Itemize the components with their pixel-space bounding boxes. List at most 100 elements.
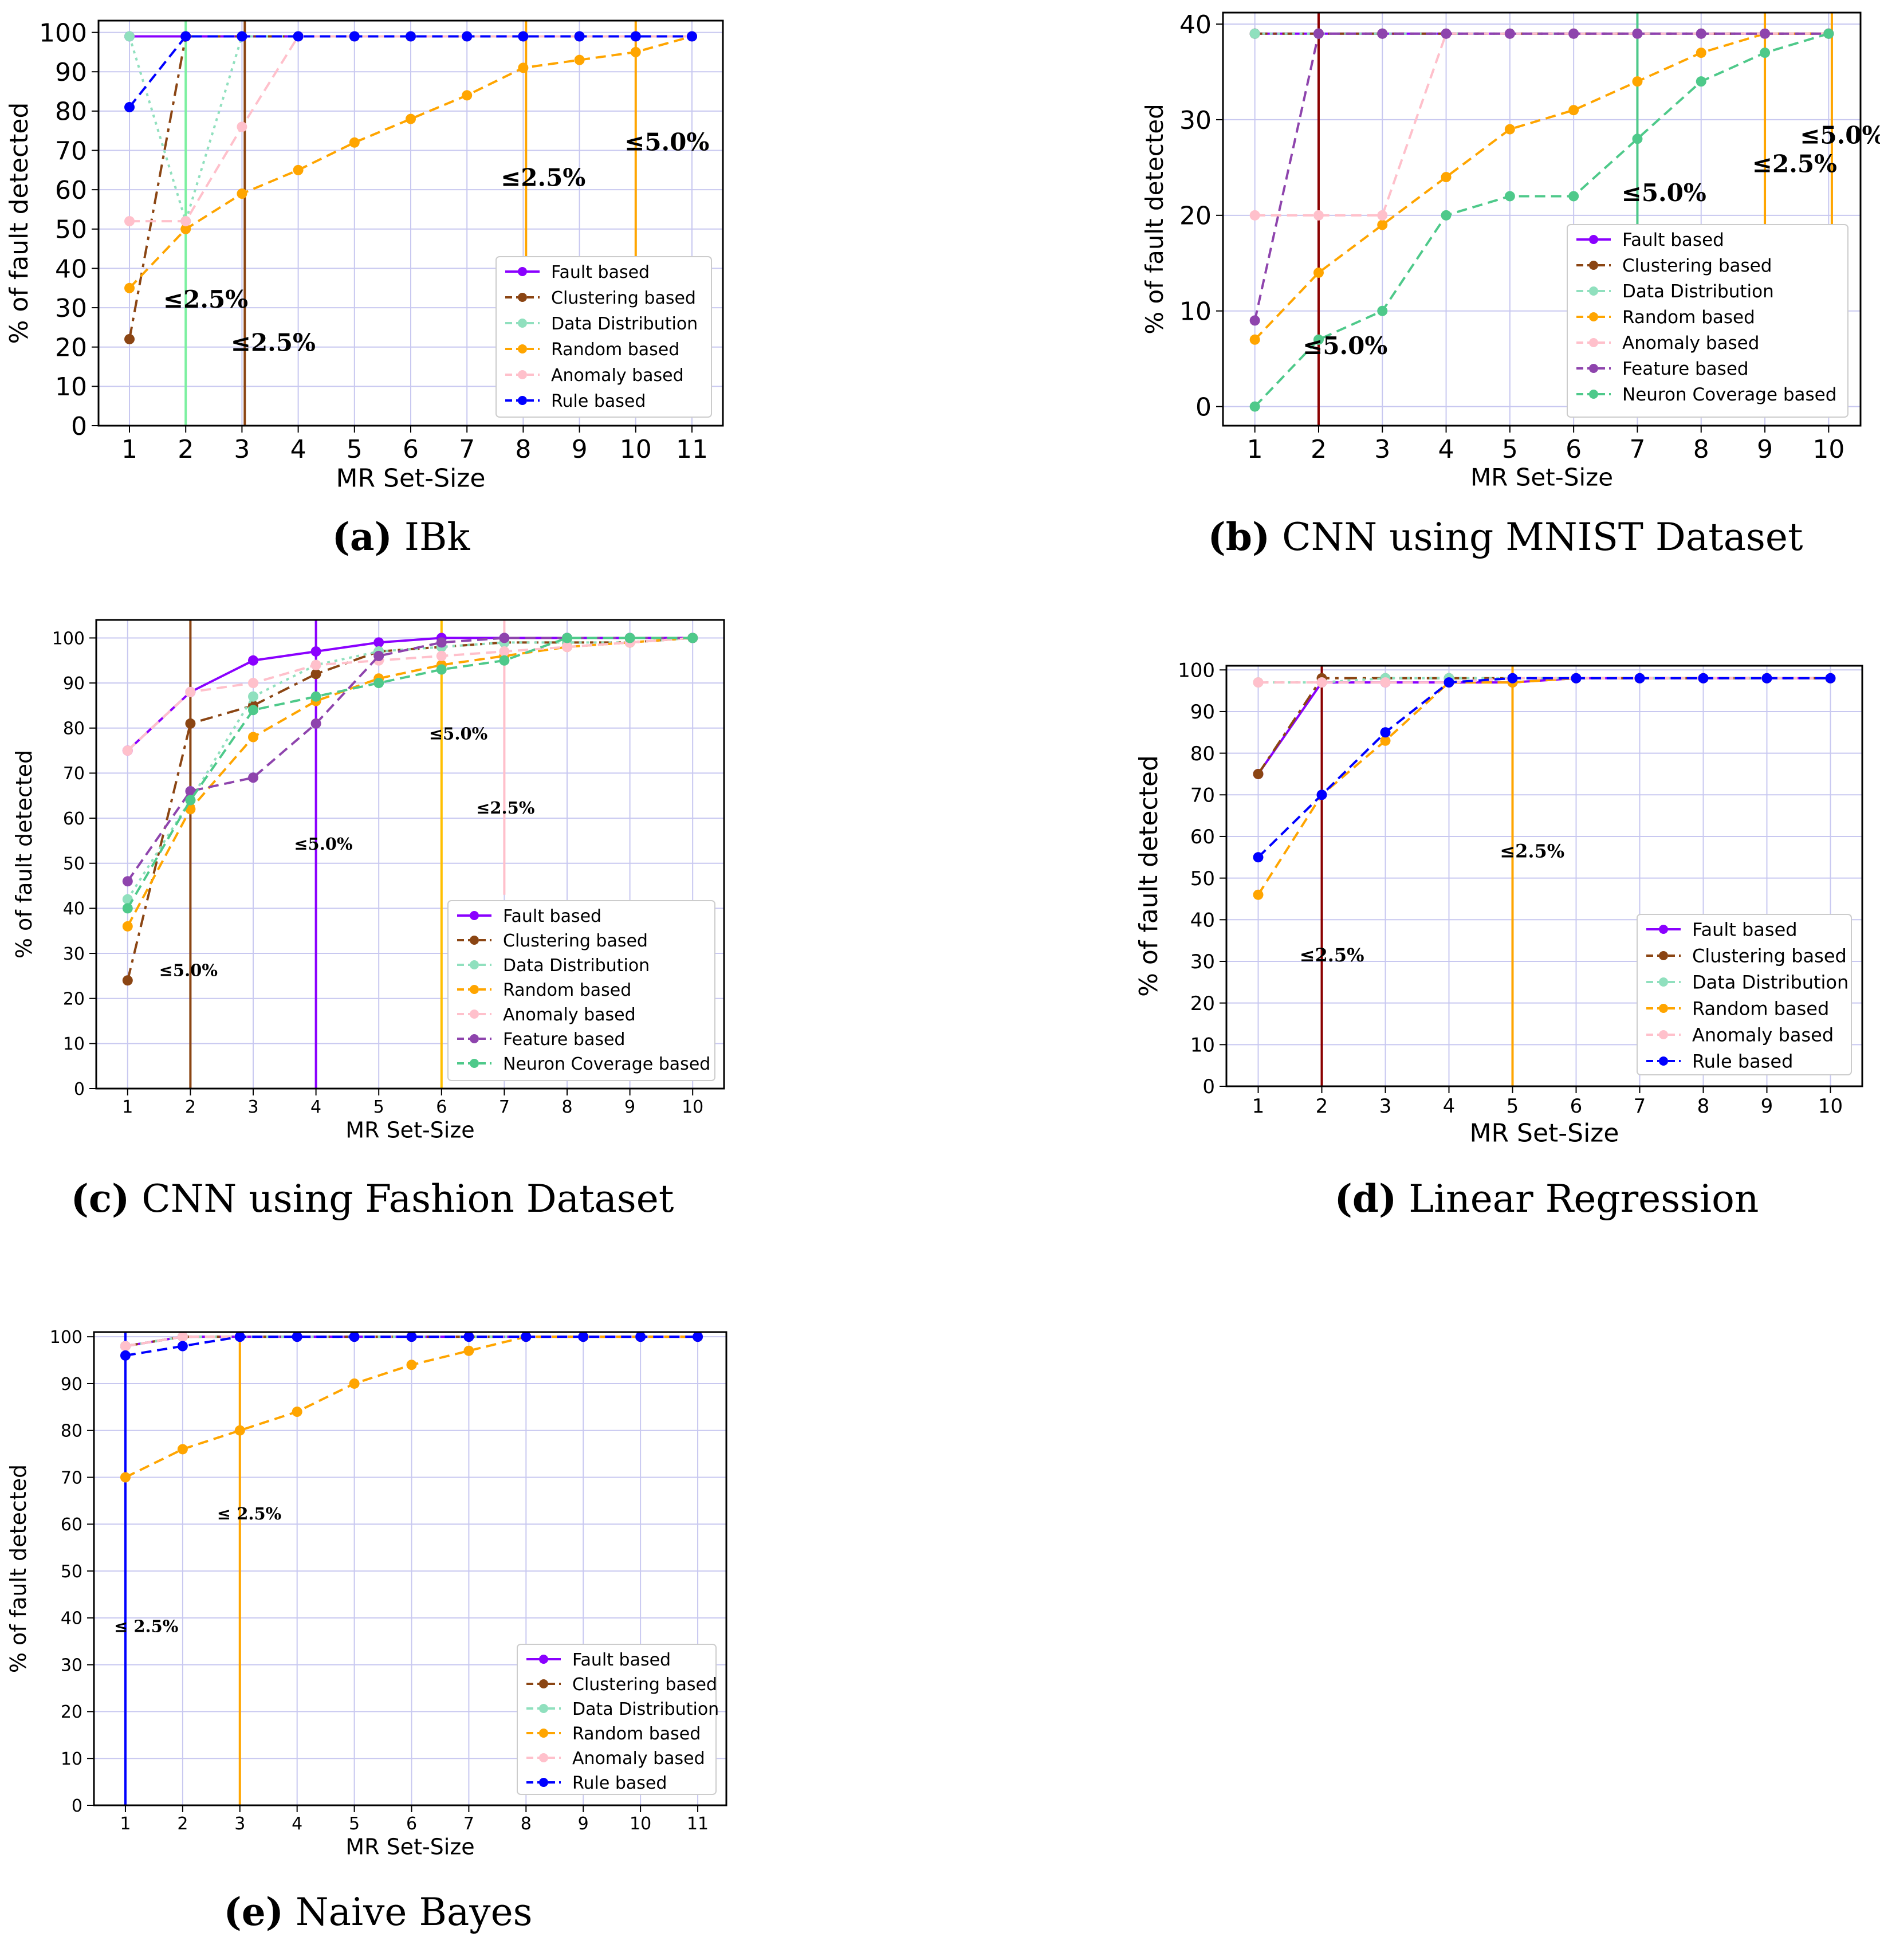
data-point	[1568, 105, 1579, 116]
caption-text: IBk	[392, 515, 471, 559]
series-rule-based	[124, 31, 697, 113]
y-axis-label: % of fault detected	[11, 750, 37, 959]
data-point	[463, 1345, 474, 1356]
data-point	[124, 216, 135, 227]
data-point	[1504, 124, 1515, 135]
legend-swatch-marker	[518, 396, 527, 405]
series-line	[127, 637, 693, 752]
data-point	[310, 646, 321, 657]
data-point	[693, 1331, 703, 1342]
legend: Fault based Clustering based Data Distribu…	[447, 900, 715, 1081]
data-point	[124, 31, 135, 42]
series-line	[127, 637, 693, 909]
caption-letter: (e)	[223, 1890, 283, 1934]
series-rule-based	[1253, 673, 1836, 863]
data-point	[1632, 76, 1643, 87]
data-point	[122, 876, 133, 887]
legend-entry: Data Distribution	[1622, 281, 1774, 302]
data-point	[406, 1360, 417, 1370]
legend: Fault based Clustering based Data Distribu…	[1567, 224, 1848, 418]
legend-entry: Fault based	[1622, 230, 1724, 250]
y-tick-label: 10	[63, 1034, 85, 1054]
x-tick-label: 7	[463, 1814, 474, 1834]
legend: Fault based Clustering based Data Distribu…	[1637, 914, 1852, 1075]
data-point	[310, 718, 321, 729]
x-tick-label: 2	[1316, 1095, 1328, 1118]
x-axis-label: MR Set-Size	[1470, 463, 1613, 491]
legend-entry: Data Distribution	[551, 314, 698, 334]
data-point	[237, 31, 247, 42]
legend-entry: Data Distribution	[572, 1699, 719, 1719]
data-point	[436, 637, 447, 648]
y-tick-label: 30	[55, 294, 87, 323]
legend-swatch-marker	[1659, 1004, 1668, 1013]
y-tick-label: 90	[1190, 701, 1215, 724]
threshold-annotation: ≤5.0%	[624, 128, 709, 156]
y-axis-label: % of fault detected	[6, 1464, 31, 1673]
legend-box	[495, 256, 712, 418]
data-point	[349, 31, 360, 42]
data-point	[185, 785, 196, 796]
data-point	[248, 705, 258, 716]
x-tick-label: 1	[120, 1814, 131, 1834]
legend-swatch-marker	[518, 344, 527, 353]
data-point	[1698, 673, 1709, 684]
legend-entry: Clustering based	[1622, 256, 1772, 276]
x-tick-label: 8	[561, 1097, 572, 1117]
data-point	[1825, 673, 1836, 684]
legend-swatch-marker	[470, 1010, 479, 1019]
series-random-based	[1249, 28, 1834, 345]
data-point	[180, 216, 191, 227]
legend-entry: Random based	[572, 1724, 701, 1744]
series-line	[1257, 677, 1831, 858]
data-point	[462, 31, 473, 42]
chart-caption: (a) IBk	[332, 514, 471, 559]
data-point	[234, 1331, 245, 1342]
legend-swatch-marker	[1659, 951, 1668, 960]
series-line	[125, 1336, 698, 1357]
x-tick-label: 6	[403, 435, 419, 464]
series-anomaly-based	[122, 633, 698, 756]
x-tick-label: 9	[1757, 435, 1773, 464]
data-point	[630, 31, 641, 42]
data-point	[562, 633, 572, 643]
data-point	[310, 659, 321, 670]
legend-entry: Random based	[1622, 307, 1755, 328]
data-point	[463, 1331, 474, 1342]
y-tick-label: 10	[1190, 1034, 1215, 1057]
data-point	[185, 795, 196, 806]
y-tick-label: 90	[63, 674, 85, 694]
legend-swatch-marker	[518, 319, 527, 328]
data-point	[436, 664, 447, 675]
legend-swatch-marker	[1659, 1056, 1668, 1066]
data-point	[373, 650, 384, 661]
caption-letter: (a)	[332, 514, 392, 559]
data-point	[1504, 191, 1515, 202]
x-tick-label: 9	[1761, 1095, 1773, 1118]
data-point	[1253, 889, 1264, 900]
legend-swatch-marker	[539, 1655, 548, 1664]
x-tick-label: 1	[1247, 435, 1263, 464]
y-tick-label: 60	[63, 809, 85, 829]
data-point	[122, 903, 133, 914]
y-tick-label: 30	[63, 944, 85, 964]
legend-swatch-marker	[539, 1778, 548, 1787]
data-point	[1441, 172, 1452, 183]
data-point	[1316, 790, 1327, 800]
legend-entry: Clustering based	[1692, 945, 1847, 967]
threshold-annotation: ≤2.5%	[1500, 840, 1564, 862]
legend-swatch-marker	[518, 370, 527, 379]
x-tick-label: 3	[1374, 435, 1390, 464]
x-tick-label: 2	[177, 1814, 188, 1834]
data-point	[1444, 677, 1454, 688]
axes-frame	[93, 1331, 727, 1806]
data-point	[248, 732, 258, 743]
legend-entry: Clustering based	[551, 288, 696, 308]
data-point	[1632, 28, 1643, 39]
data-point	[1253, 852, 1264, 863]
y-tick-label: 70	[63, 764, 85, 784]
y-tick-label: 70	[61, 1468, 82, 1488]
data-point	[292, 1331, 302, 1342]
data-point	[630, 46, 641, 57]
y-tick-label: 30	[61, 1655, 82, 1675]
